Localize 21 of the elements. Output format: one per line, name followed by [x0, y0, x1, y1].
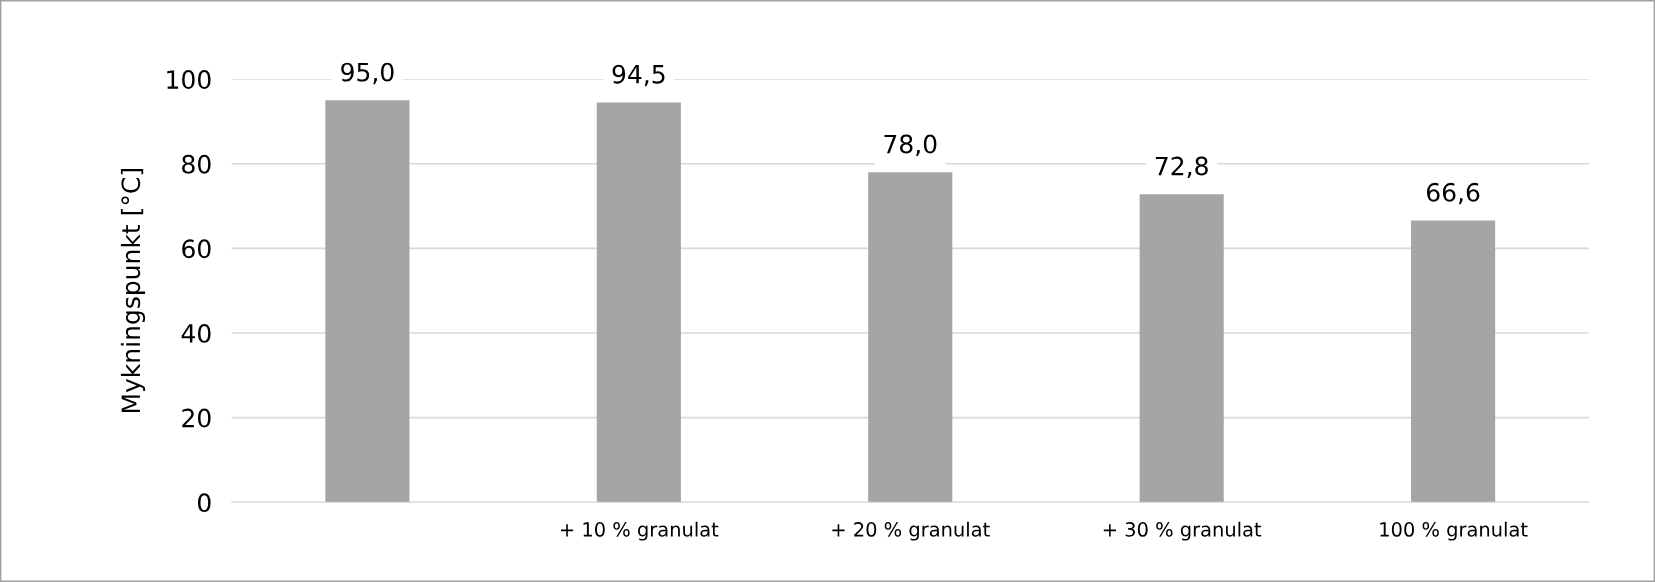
data-label: 94,5 [612, 64, 665, 87]
bar [596, 102, 681, 503]
data-label: 78,0 [884, 134, 937, 157]
data-label: 95,0 [341, 62, 394, 85]
bar [1139, 194, 1224, 503]
y-tick-label: 60 [182, 239, 211, 259]
data-label: 72,8 [1155, 156, 1208, 179]
y-tick-label: 80 [182, 154, 211, 174]
y-tick-label: 40 [181, 323, 211, 343]
bar [325, 100, 410, 503]
x-tick-label: + 30 % granulat [1103, 521, 1262, 541]
x-tick-label: + 20 % granulat [832, 521, 990, 541]
bar [868, 172, 953, 503]
x-tick-label: + 10 % granulat [560, 521, 719, 541]
x-tick-label: 100 % granulat [1380, 521, 1528, 541]
y-axis-title: Mykningspunkt [°C] [120, 169, 146, 413]
y-tick-label: 0 [198, 493, 211, 513]
data-label: 66,6 [1427, 182, 1480, 205]
y-tick-label: 100 [167, 70, 211, 90]
y-tick-label: 20 [182, 408, 211, 428]
bar [1411, 220, 1496, 503]
